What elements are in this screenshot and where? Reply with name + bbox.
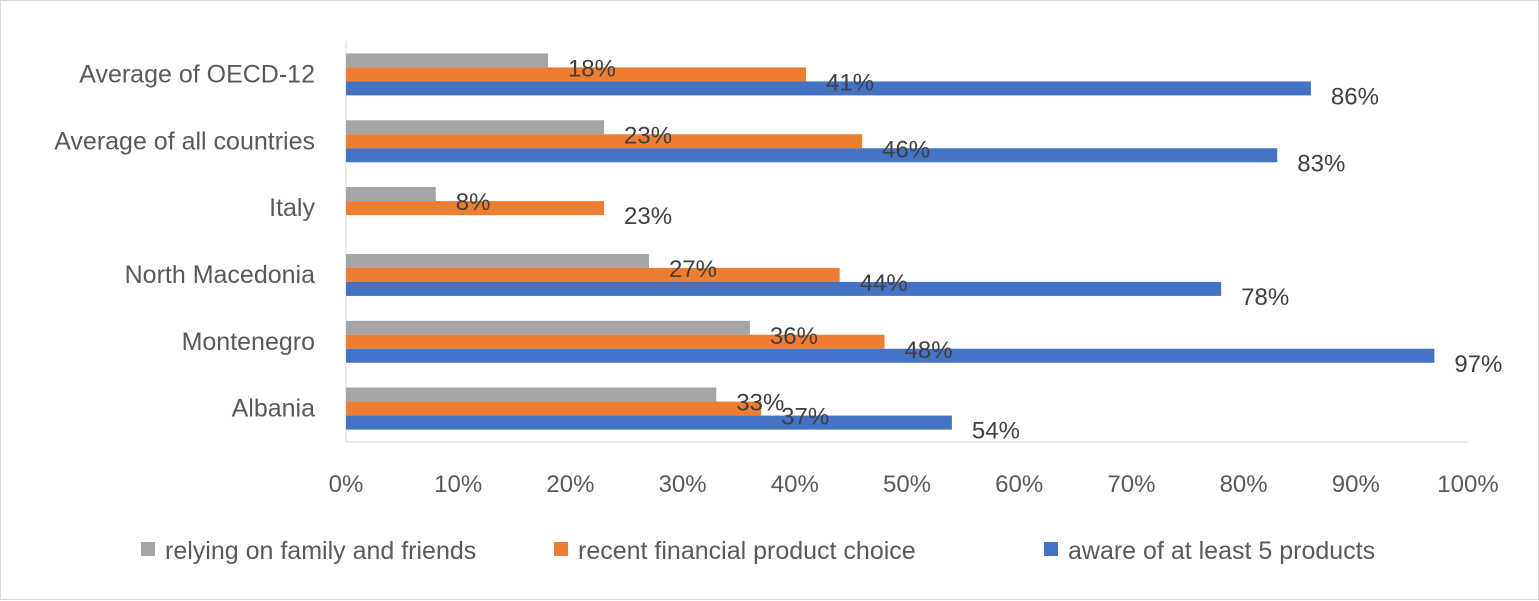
- bar-3: [346, 348, 1435, 363]
- data-label: 48%: [905, 337, 953, 364]
- data-label: 27%: [669, 256, 717, 283]
- bar-2: [346, 267, 840, 282]
- category-label: Italy: [269, 194, 315, 222]
- data-label: 41%: [826, 69, 874, 96]
- legend-label: aware of at least 5 products: [1068, 537, 1375, 565]
- data-label: 54%: [972, 418, 1020, 445]
- legend-label: relying on family and friends: [165, 537, 476, 565]
- data-label: 8%: [456, 189, 491, 216]
- bar-2: [346, 201, 605, 216]
- bar-3: [346, 148, 1278, 163]
- data-label: 44%: [860, 270, 908, 297]
- data-label: 23%: [624, 122, 672, 149]
- data-label: 83%: [1297, 150, 1345, 177]
- bar-2: [346, 134, 863, 149]
- bar-3: [346, 415, 952, 430]
- x-tick-label: 80%: [1220, 471, 1268, 498]
- bar-1: [346, 253, 649, 268]
- legend-swatch: [141, 542, 155, 556]
- data-label: 18%: [568, 55, 616, 82]
- bar-2: [346, 401, 762, 416]
- data-label: 46%: [882, 136, 930, 163]
- x-tick-label: 90%: [1332, 471, 1380, 498]
- data-label: 78%: [1241, 284, 1289, 311]
- bar-2: [346, 67, 807, 82]
- data-label: 97%: [1454, 351, 1502, 378]
- legend-label: recent financial product choice: [578, 537, 916, 565]
- bar-1: [346, 187, 436, 202]
- x-tick-label: 20%: [546, 471, 594, 498]
- bar-3: [346, 281, 1222, 296]
- x-tick-label: 30%: [659, 471, 707, 498]
- x-tick-label: 10%: [434, 471, 482, 498]
- legend-swatch: [554, 542, 568, 556]
- category-label: Average of all countries: [54, 127, 315, 155]
- bar-1: [346, 120, 605, 135]
- x-tick-label: 0%: [329, 471, 364, 498]
- x-tick-label: 70%: [1107, 471, 1155, 498]
- data-label: 23%: [624, 203, 672, 230]
- bar-2: [346, 334, 885, 349]
- x-tick-label: 50%: [883, 471, 931, 498]
- category-label: Montenegro: [182, 328, 315, 356]
- category-label: Average of OECD-12: [79, 60, 315, 88]
- x-tick-label: 40%: [771, 471, 819, 498]
- bar-1: [346, 320, 750, 335]
- category-label: North Macedonia: [125, 261, 315, 289]
- data-label: 33%: [736, 390, 784, 417]
- bar-3: [346, 81, 1311, 96]
- legend-swatch: [1044, 542, 1058, 556]
- data-label: 86%: [1331, 83, 1379, 110]
- bar-1: [346, 387, 717, 402]
- x-tick-label: 100%: [1437, 471, 1498, 498]
- data-label: 37%: [781, 404, 829, 431]
- x-tick-label: 60%: [995, 471, 1043, 498]
- bar-1: [346, 53, 548, 68]
- category-label: Albania: [232, 395, 315, 423]
- data-label: 36%: [770, 323, 818, 350]
